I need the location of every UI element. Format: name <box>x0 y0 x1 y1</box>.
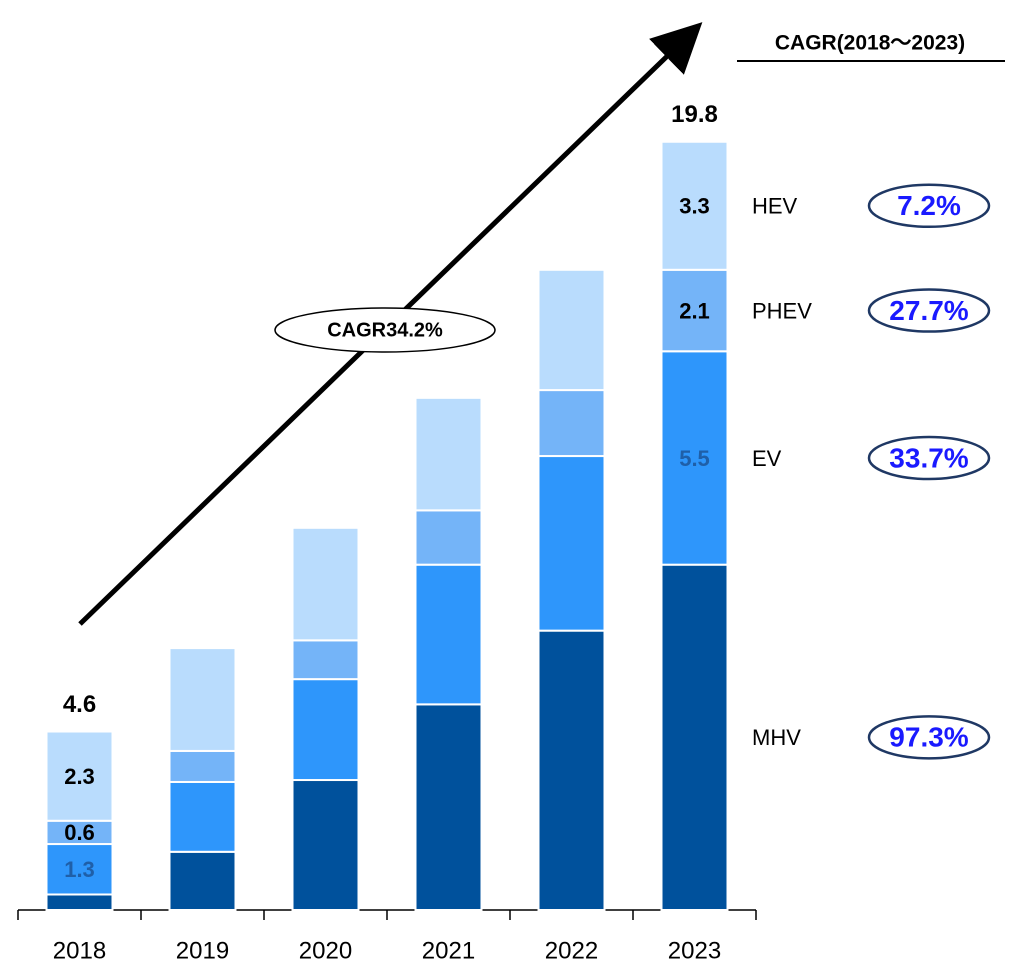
x-tick-label: 2019 <box>176 937 229 964</box>
bar-segment <box>168 647 237 752</box>
cagr-ellipse <box>867 715 991 760</box>
header: CAGR(2018～2023) <box>775 32 965 55</box>
total-label: 4.6 <box>63 691 96 718</box>
bar-segment <box>537 455 606 632</box>
total-label: 19.8 <box>671 101 718 128</box>
bar-segment <box>660 140 729 271</box>
bar-segment <box>291 639 360 681</box>
bar-segment <box>414 703 483 911</box>
annotation: CAGR34.2% <box>327 319 443 341</box>
x-tick-label: 2020 <box>299 937 352 964</box>
value-label: 0.6 <box>64 820 95 845</box>
cagr-ellipse <box>867 288 991 333</box>
x-tick-label: 2021 <box>422 937 475 964</box>
value-label: 5.5 <box>679 446 710 471</box>
bar-segment <box>45 843 114 896</box>
x-tick-label: 2018 <box>53 937 106 964</box>
bar-segment <box>414 396 483 512</box>
value-label: 3.3 <box>679 194 710 219</box>
x-tick-label: 2023 <box>668 937 721 964</box>
cagr-label: 27.7% <box>889 295 968 326</box>
bar-segment <box>291 678 360 782</box>
bar-segment <box>45 893 114 911</box>
bar-segment <box>537 389 606 458</box>
legend-label: MHV <box>752 725 801 750</box>
legend-label: PHEV <box>752 298 812 323</box>
bar-segment <box>414 509 483 566</box>
bar-segment <box>660 350 729 566</box>
cagr-ellipse <box>867 435 991 481</box>
value-label: 1.3 <box>64 857 95 882</box>
bar-segment <box>168 780 237 853</box>
annotation-ellipse <box>274 307 496 353</box>
cagr-label: 7.2% <box>897 190 961 221</box>
bar-segment <box>291 526 360 642</box>
legend-label: EV <box>752 446 782 471</box>
bar-segment <box>414 563 483 706</box>
bar-segment <box>45 730 114 822</box>
legend-label: HEV <box>752 194 798 219</box>
bar-segment <box>168 850 237 911</box>
bar-segment <box>537 268 606 392</box>
bar-segment <box>291 779 360 912</box>
cagr-ellipse <box>867 183 991 229</box>
bar-segment <box>660 563 729 911</box>
value-label: 2.3 <box>64 764 95 789</box>
cagr-label: 97.3% <box>889 722 968 753</box>
x-tick-label: 2022 <box>545 937 598 964</box>
bar-segment <box>537 629 606 911</box>
bar-segment <box>168 749 237 783</box>
value-label: 2.1 <box>679 298 710 323</box>
cagr-label: 33.7% <box>889 442 968 473</box>
